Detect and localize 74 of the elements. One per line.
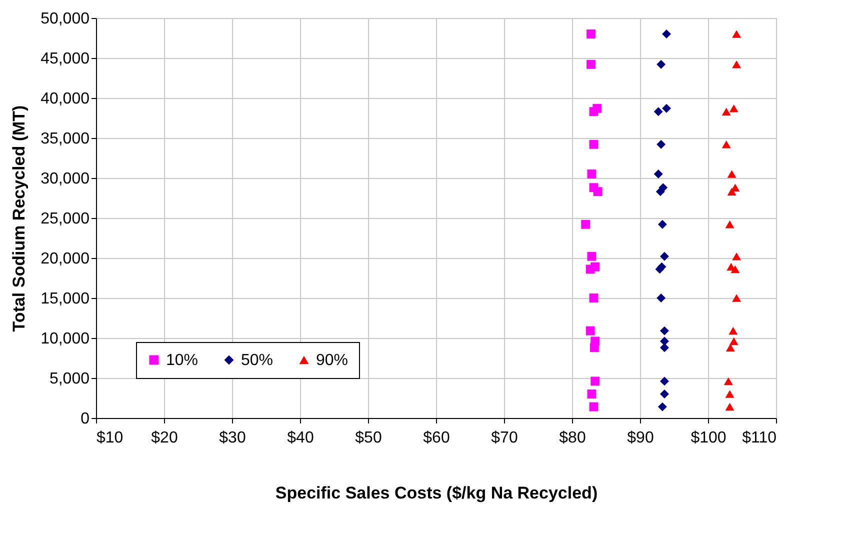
point xyxy=(593,187,602,196)
x-tick-label: $60 xyxy=(423,430,450,446)
y-tick-label: 50,000 xyxy=(40,10,90,28)
y-tick-label: 30,000 xyxy=(40,170,90,188)
point xyxy=(656,187,665,196)
x-tick-label: $20 xyxy=(151,430,178,446)
point xyxy=(581,220,590,229)
point xyxy=(590,343,599,352)
point xyxy=(662,104,671,113)
point xyxy=(732,294,742,302)
y-tick-label: 5,000 xyxy=(49,370,90,388)
legend-label: 50% xyxy=(241,352,274,369)
point xyxy=(727,170,736,178)
y-tick-label: 35,000 xyxy=(40,130,90,148)
point xyxy=(589,140,598,149)
y-tick-label: 45,000 xyxy=(40,50,90,68)
x-tick-label: $10 xyxy=(96,430,124,446)
x-tick-label: $100 xyxy=(690,430,726,446)
point xyxy=(725,220,734,228)
y-tick-label: 20,000 xyxy=(40,250,90,268)
point xyxy=(589,294,598,302)
y-axis-title: Total Sodium Recycled (MT) xyxy=(10,105,29,332)
x-tick-label: $90 xyxy=(627,430,654,446)
point xyxy=(729,104,738,112)
point xyxy=(722,140,731,148)
point xyxy=(724,377,733,386)
point xyxy=(654,107,663,116)
y-tick-label: 0 xyxy=(80,410,90,428)
point xyxy=(587,170,596,178)
point xyxy=(725,390,734,398)
point xyxy=(654,170,663,178)
point xyxy=(662,30,671,38)
point xyxy=(586,326,595,336)
point xyxy=(658,220,667,229)
point xyxy=(660,252,669,261)
point xyxy=(589,402,598,412)
point xyxy=(729,337,738,346)
point xyxy=(726,344,735,352)
point xyxy=(658,402,667,412)
x-tick-label: $40 xyxy=(287,430,314,446)
point xyxy=(656,60,666,69)
point xyxy=(586,60,596,69)
point xyxy=(725,402,734,411)
point xyxy=(728,326,738,335)
point xyxy=(727,188,736,196)
y-tick-label: 40,000 xyxy=(40,90,90,108)
point xyxy=(730,265,740,274)
legend-label: 10% xyxy=(166,352,198,369)
point xyxy=(722,108,731,116)
point xyxy=(660,326,669,336)
point xyxy=(660,390,669,398)
point xyxy=(586,264,595,274)
legend-label: 90% xyxy=(316,352,348,369)
y-tick-label: 15,000 xyxy=(40,290,90,308)
point xyxy=(587,252,596,261)
point xyxy=(590,376,600,386)
x-tick-label: $110 xyxy=(742,430,777,446)
point xyxy=(587,390,596,398)
x-tick-label: $50 xyxy=(355,430,382,446)
point xyxy=(660,376,669,386)
x-axis-title: Specific Sales Costs ($/kg Na Recycled) xyxy=(275,484,598,502)
y-tick-label: 10,000 xyxy=(40,330,90,348)
point xyxy=(656,294,666,302)
x-tick-label: $80 xyxy=(559,430,586,446)
point xyxy=(656,140,666,149)
point xyxy=(660,343,669,352)
y-tick-label: 25,000 xyxy=(40,210,90,228)
x-tick-label: $30 xyxy=(219,430,246,446)
point xyxy=(732,30,742,38)
point xyxy=(589,107,598,116)
point xyxy=(732,252,742,260)
point xyxy=(732,60,742,68)
x-tick-label: $70 xyxy=(491,430,518,446)
point xyxy=(586,30,596,38)
